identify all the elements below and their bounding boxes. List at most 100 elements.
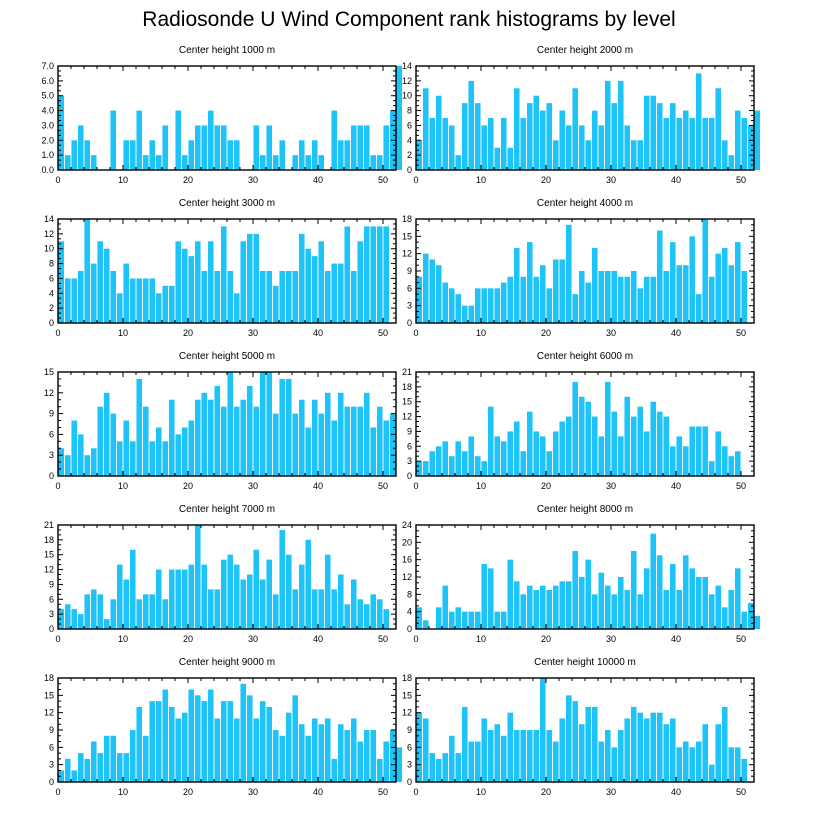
histogram-bar [708, 461, 715, 476]
histogram-bar [363, 730, 370, 782]
y-tick-label: 0 [407, 165, 412, 175]
histogram-bar [344, 730, 351, 782]
histogram-bar [611, 594, 618, 629]
histogram-bar [253, 125, 260, 170]
histogram-bar [643, 718, 650, 782]
y-tick-label: 0 [49, 318, 54, 328]
x-tick-label: 0 [55, 175, 60, 185]
histogram-bar [565, 695, 572, 782]
histogram-bar [324, 718, 331, 782]
histogram-bar [702, 577, 709, 629]
histogram-bar [259, 701, 266, 782]
histogram-chart: 0 10 20 30 40 50 0 3 6 9 12 15 18 21 [402, 367, 755, 491]
histogram-bar [220, 559, 227, 629]
histogram-bar [572, 381, 579, 476]
histogram-bar [455, 441, 462, 476]
histogram-bar [552, 585, 559, 629]
x-tick-label: 20 [183, 634, 193, 644]
histogram-bar [448, 611, 455, 629]
y-tick-label: 3 [49, 760, 54, 770]
histogram-bar [747, 125, 754, 170]
y-tick-label: 0 [407, 624, 412, 634]
histogram-bar [246, 385, 253, 476]
histogram-bar [194, 241, 201, 323]
histogram-bar [650, 712, 657, 782]
histogram-bar [318, 413, 325, 476]
histogram-bar [611, 271, 618, 323]
y-tick-label: 3 [407, 760, 412, 770]
histogram-bar [546, 590, 553, 629]
y-tick-label: 14 [44, 214, 54, 224]
x-tick-label: 40 [313, 175, 323, 185]
histogram-bar [285, 554, 292, 629]
histogram-chart: 0 10 20 30 40 50 0 4 8 12 16 20 24 [402, 520, 761, 644]
histogram-bar [663, 724, 670, 782]
y-tick-label: 12 [402, 76, 412, 86]
histogram-bar [370, 427, 377, 476]
histogram-bar [552, 741, 559, 782]
histogram-bar [474, 741, 481, 782]
y-tick-label: 7.0 [41, 61, 54, 71]
histogram-bar [181, 427, 188, 476]
histogram-panel: Center height 5000 m 0 10 20 30 40 50 0 3 6 9 12 15 [0, 351, 400, 491]
histogram-bar [565, 581, 572, 629]
histogram-bar [246, 574, 253, 629]
histogram-bar [337, 392, 344, 476]
y-tick-label: 0 [407, 471, 412, 481]
histogram-bar [129, 278, 136, 323]
x-tick-label: 50 [378, 175, 388, 185]
histogram-bar [227, 701, 234, 782]
histogram-bar [728, 155, 735, 170]
histogram-bar [494, 288, 501, 323]
histogram-bar [168, 285, 175, 323]
x-tick-label: 30 [248, 787, 258, 797]
y-tick-label: 10 [402, 91, 412, 101]
y-tick-label: 0 [49, 624, 54, 634]
y-tick-label: 15 [402, 231, 412, 241]
histogram-bar [663, 590, 670, 629]
histogram-bar [435, 758, 442, 782]
histogram-bar [728, 747, 735, 782]
x-tick-label: 10 [118, 634, 128, 644]
histogram-bar [578, 271, 585, 323]
x-tick-label: 10 [476, 328, 486, 338]
histogram-bar [728, 590, 735, 629]
histogram-bar [507, 712, 514, 782]
histogram-bar [207, 399, 214, 476]
histogram-bar [513, 730, 520, 782]
y-tick-label: 4 [407, 135, 412, 145]
histogram-bar [207, 589, 214, 629]
histogram-bar [630, 416, 637, 476]
histogram-bar [676, 436, 683, 476]
histogram-bar [702, 118, 709, 170]
histogram-bar [682, 741, 689, 782]
histogram-bar [201, 271, 208, 323]
histogram-bar [695, 73, 702, 170]
histogram-bar [64, 758, 71, 782]
histogram-bar [207, 110, 214, 170]
histogram-bar [175, 110, 182, 170]
histogram-bar [207, 689, 214, 782]
histogram-bar [611, 411, 618, 476]
x-tick-label: 20 [183, 175, 193, 185]
histogram-bar [487, 730, 494, 782]
histogram-bar [318, 155, 325, 170]
histogram-bar [695, 741, 702, 782]
x-tick-label: 20 [541, 328, 551, 338]
y-tick-label: 15 [402, 397, 412, 407]
histogram-bar [591, 594, 598, 629]
histogram-bar [357, 406, 364, 476]
x-tick-label: 40 [671, 175, 681, 185]
histogram-bar [279, 378, 286, 476]
histogram-bar [455, 607, 462, 629]
histogram-bar [214, 125, 221, 170]
y-tick-label: 4 [49, 288, 54, 298]
histogram-bar [663, 416, 670, 476]
x-tick-label: 50 [736, 328, 746, 338]
y-tick-label: 12 [402, 572, 412, 582]
histogram-bar [136, 599, 143, 629]
y-tick-label: 14 [402, 61, 412, 71]
histogram-panel: Center height 9000 m 0 10 20 30 40 50 0 3 6 9 12 15 1… [0, 657, 403, 797]
histogram-bar [429, 451, 436, 476]
histogram-bar [689, 747, 696, 782]
